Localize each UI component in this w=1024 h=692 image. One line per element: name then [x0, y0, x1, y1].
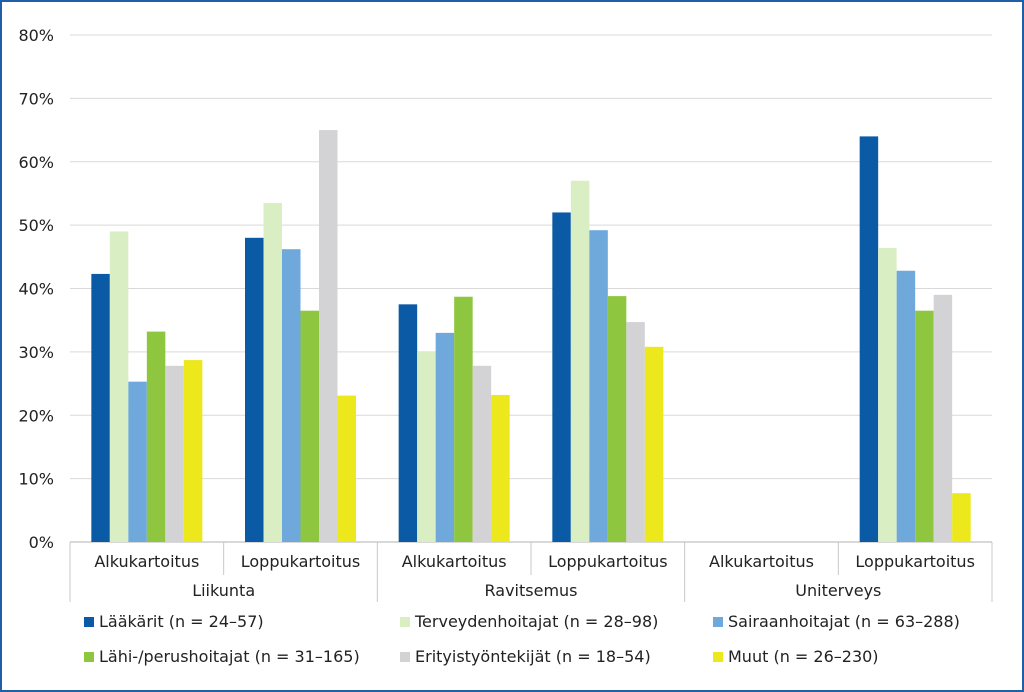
bar	[435, 332, 455, 542]
bar	[128, 381, 147, 542]
x-group-label: Liikunta	[192, 581, 255, 600]
bar	[146, 331, 166, 542]
x-category-label: Alkukartoitus	[94, 552, 199, 571]
x-category-label: Loppukartoitus	[548, 552, 668, 571]
y-tick-label: 20%	[18, 406, 54, 425]
x-axis: Alkukartoitus Loppukartoitus Liikunta Alkuk…	[69, 542, 993, 602]
bar	[319, 130, 338, 542]
x-group-label: Uniterveys	[795, 581, 881, 600]
y-tick-label: 50%	[18, 216, 54, 235]
legend: Lääkärit (n = 24–57) Terveydenhoitajat (n…	[84, 612, 960, 666]
bar	[644, 346, 664, 542]
bar	[859, 136, 879, 542]
bar	[300, 310, 319, 542]
bar	[952, 493, 971, 542]
legend-label: Lääkärit (n = 24–57)	[99, 612, 264, 631]
bar	[896, 270, 916, 542]
bar	[552, 212, 571, 542]
legend-swatch	[84, 652, 94, 662]
y-tick-label: 10%	[18, 470, 54, 489]
bar	[491, 394, 510, 542]
y-tick-label: 0%	[29, 533, 54, 552]
bar	[626, 322, 645, 542]
bar	[417, 351, 436, 542]
bar	[165, 365, 184, 542]
y-tick-label: 30%	[18, 343, 54, 362]
bar	[878, 247, 897, 542]
y-axis-ticks: 0% 10% 20% 30% 40% 50% 60% 70% 80%	[18, 26, 54, 552]
gridlines	[70, 34, 992, 543]
legend-swatch	[84, 617, 94, 627]
bar	[454, 296, 473, 542]
x-category-label: Loppukartoitus	[241, 552, 361, 571]
bar	[607, 296, 627, 542]
legend-swatch	[713, 652, 723, 662]
bar	[472, 365, 492, 542]
y-tick-label: 80%	[18, 26, 54, 45]
legend-label: Terveydenhoitajat (n = 28–98)	[414, 612, 658, 631]
x-category-label: Alkukartoitus	[709, 552, 814, 571]
bar	[282, 249, 301, 542]
bar	[570, 180, 590, 542]
legend-swatch	[400, 652, 410, 662]
bar	[245, 237, 264, 543]
x-category-label: Alkukartoitus	[402, 552, 507, 571]
bar	[915, 310, 934, 542]
bars	[91, 130, 971, 543]
bar	[263, 202, 282, 542]
legend-swatch	[713, 617, 723, 627]
legend-swatch	[400, 617, 410, 627]
x-group-label: Ravitsemus	[485, 581, 578, 600]
legend-label: Muut (n = 26–230)	[728, 647, 879, 666]
y-tick-label: 60%	[18, 153, 54, 172]
y-tick-label: 40%	[18, 280, 54, 299]
legend-label: Lähi-/perushoitajat (n = 31–165)	[99, 647, 360, 666]
bar	[337, 395, 356, 542]
bar	[109, 231, 129, 542]
bar	[933, 294, 953, 542]
bar	[183, 360, 203, 542]
bar	[589, 230, 608, 542]
legend-label: Sairaanhoitajat (n = 63–288)	[728, 612, 960, 631]
legend-label: Erityistyöntekijät (n = 18–54)	[415, 647, 651, 666]
y-tick-label: 70%	[18, 89, 54, 108]
x-category-label: Loppukartoitus	[855, 552, 975, 571]
bar	[91, 273, 110, 542]
bar	[398, 304, 418, 542]
